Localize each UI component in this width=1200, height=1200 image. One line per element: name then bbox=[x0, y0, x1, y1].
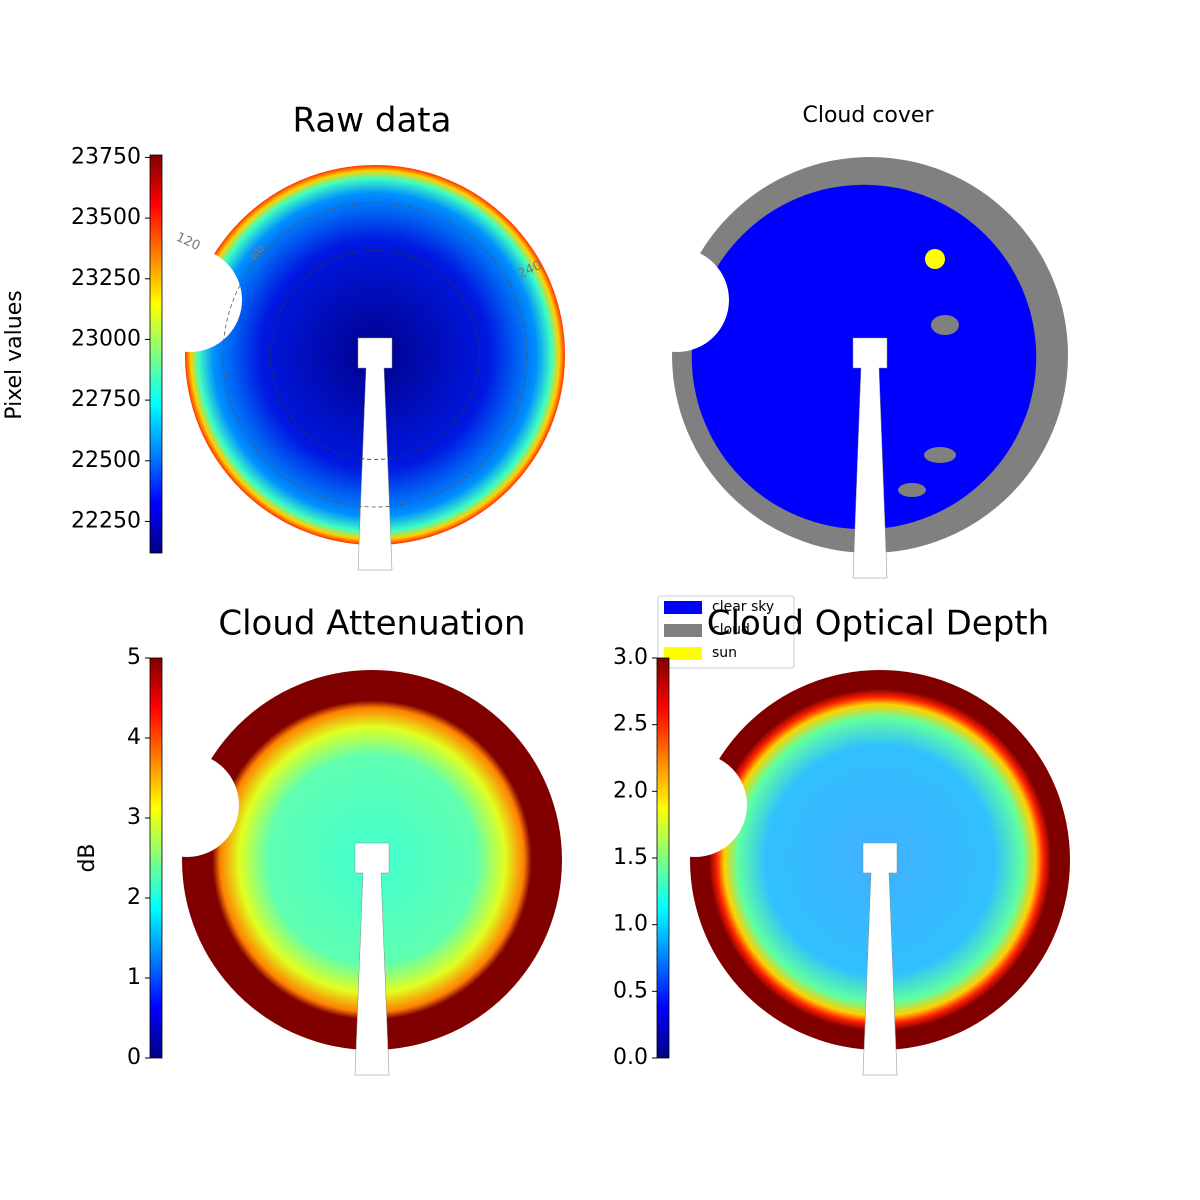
panel-title: Cloud Optical Depth bbox=[707, 604, 1049, 644]
horizon-mask bbox=[138, 248, 242, 352]
colorbar-tick-label: 0.5 bbox=[613, 978, 648, 1003]
colorbar-tick-label: 23500 bbox=[71, 205, 141, 230]
colorbar-tick-label: 22750 bbox=[71, 387, 141, 412]
polar-label: 60 bbox=[247, 242, 268, 264]
colorbar-tick-label: 1 bbox=[127, 965, 141, 990]
colorbar-tick-label: 5 bbox=[127, 645, 141, 670]
colorbar-tick-label: 22500 bbox=[71, 448, 141, 473]
horizon-mask bbox=[625, 248, 729, 352]
legend-swatch bbox=[664, 601, 702, 614]
legend-label: clear sky bbox=[712, 599, 774, 615]
colorbar-tick-label: 0.0 bbox=[613, 1045, 648, 1070]
legend-swatch bbox=[664, 624, 702, 637]
colorbar-tick-label: 23000 bbox=[71, 326, 141, 351]
panel-title: Cloud cover bbox=[803, 103, 935, 128]
colorbar-tick-label: 1.5 bbox=[613, 845, 648, 870]
colorbar bbox=[149, 154, 163, 554]
panel: Cloud Attenuation 0 1 2 3 4 5 dB bbox=[75, 604, 562, 1076]
colorbar-tick-label: 0 bbox=[127, 1045, 141, 1070]
cloud-patch bbox=[898, 483, 926, 497]
colorbar bbox=[656, 657, 670, 1059]
colorbar-tick-label: 2.0 bbox=[613, 778, 648, 803]
legend-label: cloud bbox=[712, 622, 750, 638]
colorbar-tick-label: 22250 bbox=[71, 508, 141, 533]
colorbar-tick-label: 3.0 bbox=[613, 645, 648, 670]
pole-mask bbox=[852, 337, 888, 579]
pole-mask bbox=[862, 842, 898, 1076]
pole-mask bbox=[357, 337, 393, 571]
legend-label: sun bbox=[712, 645, 737, 661]
colorbar-label: dB bbox=[75, 843, 100, 872]
pole-mask bbox=[354, 842, 390, 1076]
colorbar-tick-label: 23750 bbox=[71, 144, 141, 169]
panel: Cloud cover clear sky cloud sun bbox=[625, 103, 1068, 669]
colorbar-label: Pixel values bbox=[2, 290, 27, 419]
polar-grid bbox=[222, 202, 528, 508]
colorbar-tick-label: 1.0 bbox=[613, 912, 648, 937]
colorbar-tick-label: 23250 bbox=[71, 266, 141, 291]
colorbar-tick-label: 4 bbox=[127, 725, 141, 750]
colorbar bbox=[149, 657, 163, 1059]
colorbar-tick-label: 2 bbox=[127, 885, 141, 910]
polar-grid bbox=[270, 250, 480, 460]
colorbar-tick-label: 2.5 bbox=[613, 712, 648, 737]
cloud-patch bbox=[924, 447, 956, 463]
cloud-patch bbox=[931, 315, 959, 335]
panel-title: Cloud Attenuation bbox=[218, 604, 525, 644]
colorbar-tick-label: 3 bbox=[127, 805, 141, 830]
sun-region bbox=[925, 249, 945, 269]
panel-title: Raw data bbox=[293, 101, 452, 141]
panel: Cloud Optical Depth 0.0 0.5 1.0 1.5 2.0 2.5 3.0 bbox=[613, 604, 1070, 1076]
legend-swatch bbox=[664, 647, 702, 660]
